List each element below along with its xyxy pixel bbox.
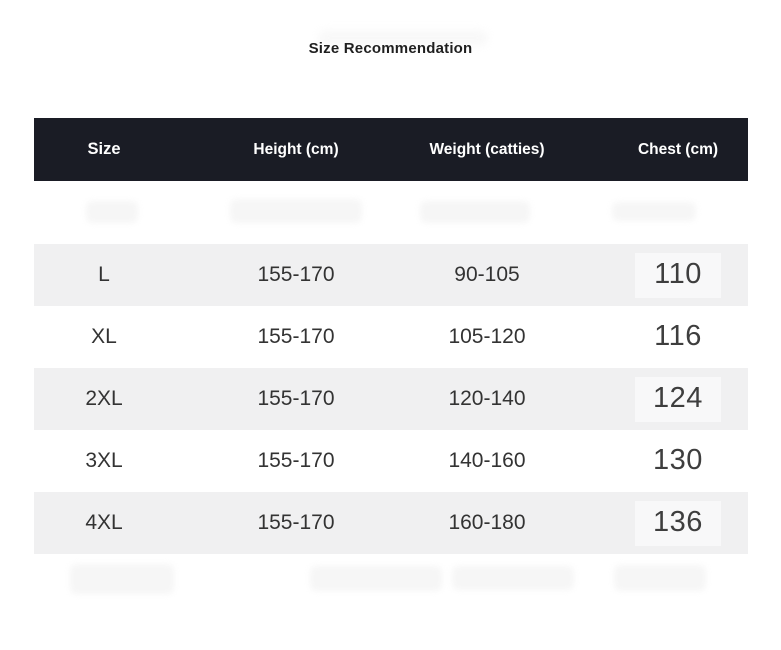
cell-chest: 136 — [556, 500, 748, 546]
cell-chest: 116 — [556, 314, 748, 360]
cell-height: 155-170 — [257, 449, 335, 472]
chest-value: 110 — [635, 252, 721, 298]
cell-size: XL — [91, 325, 117, 348]
erased-text-smudge — [614, 565, 706, 591]
cell-size: 3XL — [85, 449, 123, 472]
cell-weight: 90-105 — [454, 263, 520, 286]
erased-text-smudge — [612, 202, 696, 221]
chest-value: 116 — [635, 314, 721, 360]
cell-height: 155-170 — [257, 325, 335, 348]
chest-value: 124 — [635, 376, 721, 422]
cell-height: 155-170 — [257, 511, 335, 534]
ghost-row-erased-bottom — [34, 554, 748, 616]
table-header: Size Height (cm) Weight (catties) Chest … — [34, 118, 748, 181]
table-row: 3XL 155-170 140-160 130 — [34, 430, 748, 492]
header-cell-size: Size — [87, 140, 121, 158]
cell-size: 2XL — [85, 387, 123, 410]
header-cell-chest: Chest (cm) — [637, 140, 719, 158]
cell-chest: 130 — [556, 438, 748, 484]
cell-size: 4XL — [85, 511, 123, 534]
cell-weight: 160-180 — [448, 511, 526, 534]
cell-size: L — [98, 263, 110, 286]
title-smudge — [318, 30, 488, 46]
table-row: 2XL 155-170 120-140 124 — [34, 368, 748, 430]
cell-weight: 120-140 — [448, 387, 526, 410]
erased-text-smudge — [70, 564, 174, 594]
chest-value: 130 — [635, 438, 721, 484]
table-row: L 155-170 90-105 110 — [34, 244, 748, 306]
cell-chest: 110 — [556, 252, 748, 298]
ghost-row-erased-top — [34, 181, 748, 244]
erased-text-smudge — [86, 201, 138, 223]
table-row: XL 155-170 105-120 116 — [34, 306, 748, 368]
chest-value: 136 — [635, 500, 721, 546]
cell-weight: 105-120 — [448, 325, 526, 348]
cell-chest: 124 — [556, 376, 748, 422]
erased-text-smudge — [420, 201, 530, 223]
page-title: Size Recommendation — [308, 40, 473, 57]
header-cell-weight: Weight (catties) — [429, 140, 545, 158]
table-row: 4XL 155-170 160-180 136 — [34, 492, 748, 554]
erased-text-smudge — [452, 566, 574, 590]
cell-height: 155-170 — [257, 387, 335, 410]
header-cell-height: Height (cm) — [253, 140, 339, 158]
cell-height: 155-170 — [257, 263, 335, 286]
size-table: Size Height (cm) Weight (catties) Chest … — [34, 118, 748, 616]
cell-weight: 140-160 — [448, 449, 526, 472]
erased-text-smudge — [230, 199, 362, 223]
erased-text-smudge — [310, 566, 442, 591]
